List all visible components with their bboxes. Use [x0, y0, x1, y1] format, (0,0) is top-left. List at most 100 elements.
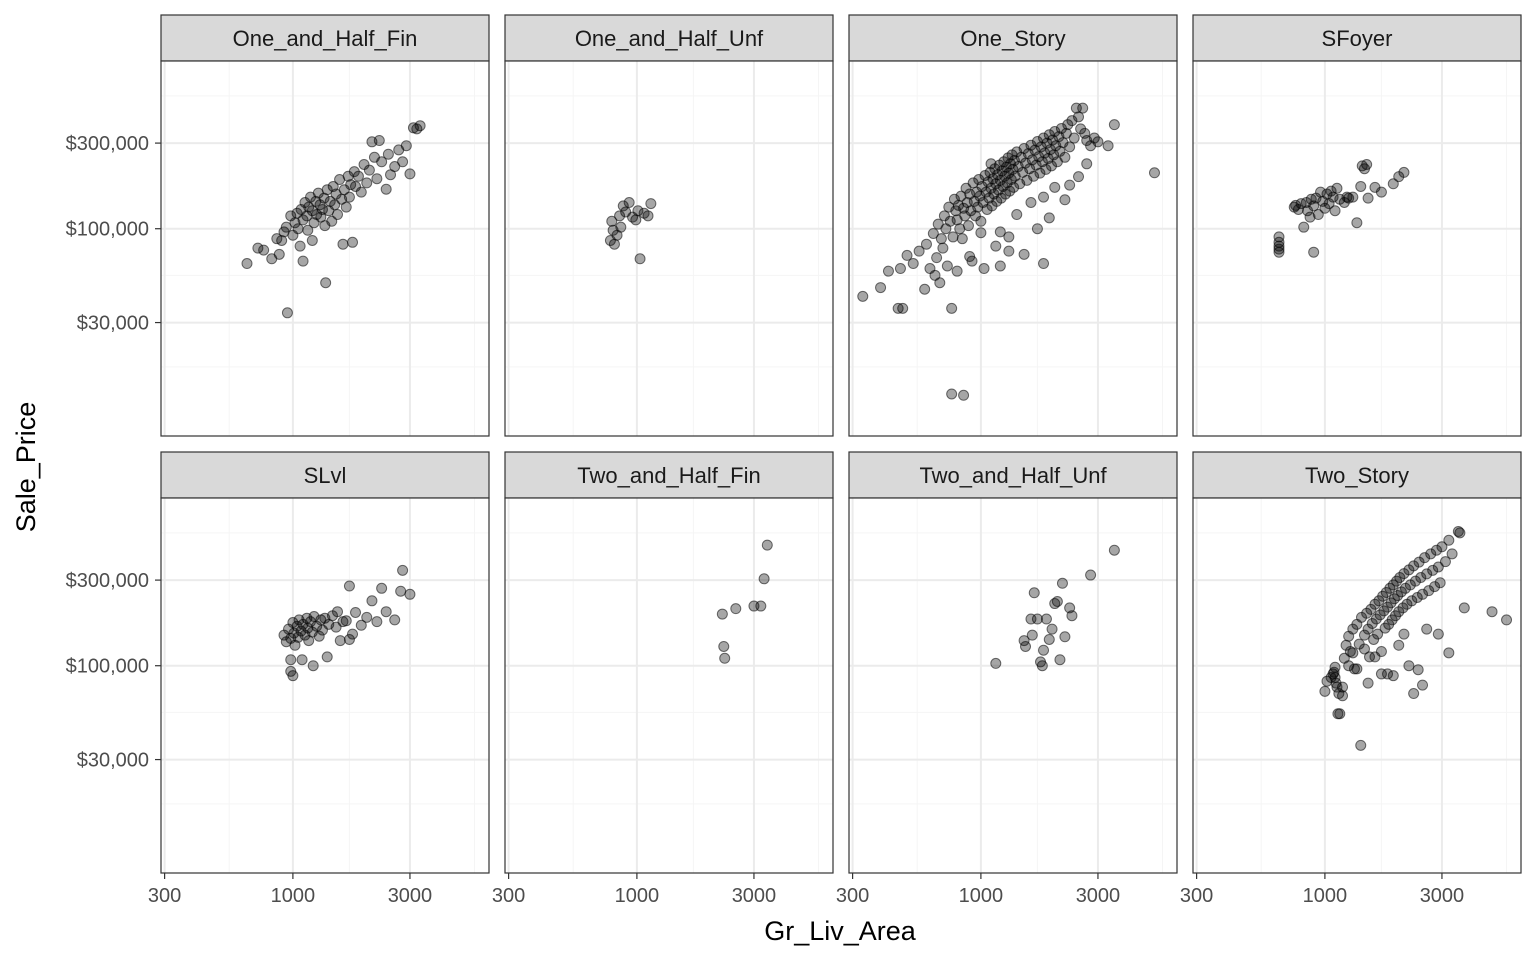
data-point: [337, 238, 349, 250]
data-point: [1329, 205, 1341, 217]
data-point: [1429, 581, 1441, 593]
data-point: [608, 238, 620, 250]
data-point: [623, 196, 635, 208]
data-point: [990, 657, 1002, 669]
data-point: [292, 631, 304, 643]
data-point: [321, 651, 333, 663]
data-point: [1331, 681, 1343, 693]
data-point: [948, 193, 960, 205]
facet-strip: [848, 451, 1178, 499]
data-point: [276, 234, 288, 246]
data-point: [897, 302, 909, 314]
data-point: [901, 249, 913, 261]
data-point: [761, 539, 773, 551]
data-point: [1092, 136, 1104, 148]
data-point: [1047, 134, 1059, 146]
facet-panel: Two_Story: [1192, 451, 1522, 874]
x-tick-label: 300: [1180, 885, 1213, 907]
x-tick-label: 3000: [1076, 885, 1121, 907]
data-point: [281, 307, 293, 319]
data-point: [614, 210, 626, 222]
data-point: [919, 283, 931, 295]
data-point: [1351, 217, 1363, 229]
data-point: [296, 654, 308, 666]
data-point: [934, 277, 946, 289]
data-point: [1501, 614, 1513, 626]
grid: [505, 61, 833, 436]
data-point: [332, 606, 344, 618]
data-point: [642, 210, 654, 222]
data-point: [1073, 111, 1085, 123]
data-point: [995, 192, 1007, 204]
data-point: [958, 389, 970, 401]
data-point: [1028, 170, 1040, 182]
data-point: [947, 231, 959, 243]
data-point: [1375, 186, 1387, 198]
data-point: [1362, 192, 1374, 204]
data-point: [1108, 119, 1120, 131]
data-point: [1343, 660, 1355, 672]
data-points: [857, 102, 1160, 401]
data-point: [716, 608, 728, 620]
data-point: [962, 220, 974, 232]
data-point: [397, 156, 409, 168]
grid: [161, 498, 489, 873]
facet-strip-label: Two_Story: [1305, 463, 1409, 488]
x-tick-label: 1000: [615, 885, 660, 907]
data-point: [617, 200, 629, 212]
data-point: [1486, 606, 1498, 618]
data-point: [951, 265, 963, 277]
data-point: [1323, 198, 1335, 210]
data-point: [1040, 163, 1052, 175]
data-point: [1029, 144, 1041, 156]
facet-strip-label: SFoyer: [1322, 26, 1393, 51]
y-tick-label: $300,000: [66, 133, 149, 155]
y-axis-title: Sale_Price: [11, 402, 41, 533]
data-point: [343, 191, 355, 203]
data-point: [361, 177, 373, 189]
data-point: [755, 600, 767, 612]
data-point: [1409, 575, 1421, 587]
data-point: [994, 260, 1006, 272]
data-point: [1408, 688, 1420, 700]
data-point: [1369, 651, 1381, 663]
data-point: [343, 580, 355, 592]
data-point: [313, 630, 325, 642]
data-point: [361, 611, 373, 623]
data-point: [347, 236, 359, 248]
data-point: [758, 573, 770, 585]
data-point: [1403, 660, 1415, 672]
data-points: [1319, 525, 1513, 751]
data-point: [935, 233, 947, 245]
panel-border: [160, 497, 490, 874]
data-point: [1025, 196, 1037, 208]
y-tick-label: $100,000: [66, 656, 149, 678]
data-point: [1038, 191, 1050, 203]
data-point: [1411, 591, 1423, 603]
data-point: [397, 564, 409, 576]
data-point: [1413, 556, 1425, 568]
x-tick-label: 300: [148, 885, 181, 907]
data-point: [350, 606, 362, 618]
data-point: [395, 585, 407, 597]
data-point: [400, 140, 412, 152]
data-point: [938, 210, 950, 222]
data-point: [280, 221, 292, 233]
data-point: [964, 251, 976, 263]
data-point: [371, 616, 383, 628]
data-point: [1358, 643, 1370, 655]
facet-strip-label: Two_and_Half_Unf: [919, 463, 1107, 488]
data-point: [1273, 246, 1285, 258]
data-point: [1308, 246, 1320, 258]
data-point: [1372, 628, 1384, 640]
x-tick-label: 300: [492, 885, 525, 907]
data-point: [355, 186, 367, 198]
data-point: [606, 215, 618, 227]
data-point: [404, 588, 416, 600]
data-point: [1062, 119, 1074, 131]
y-tick-label: $30,000: [77, 750, 149, 772]
data-point: [1102, 140, 1114, 152]
data-point: [1292, 203, 1304, 215]
x-tick-label: 3000: [1420, 885, 1465, 907]
data-point: [1028, 587, 1040, 599]
